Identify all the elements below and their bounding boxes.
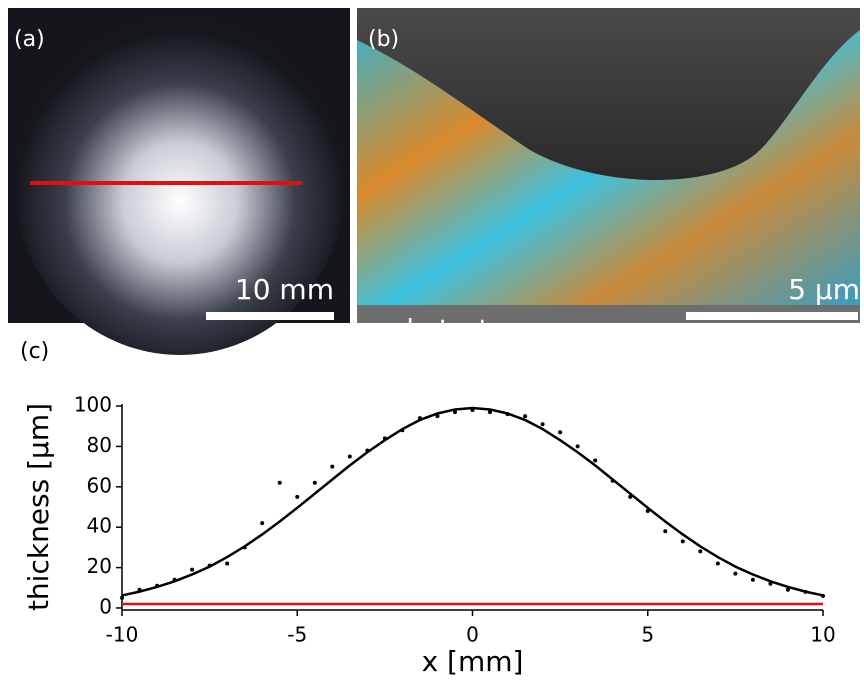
data-point [558, 430, 563, 435]
data-point [715, 561, 720, 566]
scale-text: 10 mm [235, 273, 334, 306]
data-point [260, 521, 265, 526]
data-point [172, 577, 177, 582]
y-tick-label: 20 [87, 554, 112, 578]
data-point [312, 480, 317, 485]
panel-label: (c) [20, 339, 49, 364]
scale-text: 5 µm [788, 273, 860, 306]
data-point [645, 509, 650, 514]
data-point [470, 408, 475, 413]
data-point [330, 464, 335, 469]
x-axis-label: x [mm] [422, 645, 524, 678]
data-point [137, 587, 142, 592]
y-tick-label: 40 [87, 514, 112, 538]
data-point [347, 454, 352, 459]
data-point [505, 412, 510, 417]
panel-label: (a) [14, 27, 45, 52]
data-point [523, 414, 528, 419]
data-point [593, 458, 598, 463]
x-tick-label: -5 [287, 623, 307, 647]
data-point [295, 494, 300, 499]
data-point [365, 448, 370, 453]
data-point [417, 416, 422, 421]
data-point [540, 422, 545, 427]
scale-bar [686, 312, 858, 320]
data-point [803, 589, 808, 594]
data-point [628, 494, 633, 499]
y-tick-label: 60 [87, 473, 112, 497]
y-tick-label: 80 [87, 433, 112, 457]
tip [357, 8, 860, 180]
data-point [452, 410, 457, 415]
data-point [698, 549, 703, 554]
data-point [733, 571, 738, 576]
data-point [242, 545, 247, 550]
data-point [277, 480, 282, 485]
data-point [225, 561, 230, 566]
y-tick-label: 0 [99, 594, 112, 618]
y-axis-label: thickness [µm] [22, 403, 55, 611]
x-tick-label: 5 [641, 623, 654, 647]
data-point [382, 436, 387, 441]
data-point [575, 444, 580, 449]
data-point [155, 583, 160, 588]
y-tick-label: 100 [74, 393, 112, 417]
line [121, 406, 824, 597]
data-point [190, 567, 195, 572]
data-point [207, 563, 212, 568]
panel-b: (b) 5 µm substrate [357, 8, 860, 346]
data-point [750, 577, 755, 582]
data-point [768, 581, 773, 586]
data-point [120, 595, 124, 600]
scale-bar [206, 312, 334, 320]
data-point [663, 529, 668, 534]
x-tick-label: 10 [810, 623, 835, 647]
data-point [400, 428, 405, 433]
data-point [821, 593, 825, 598]
panel-label: (b) [368, 27, 399, 52]
data-point [785, 587, 790, 592]
panel-a: (a) 10 mm [8, 8, 350, 355]
substrate-label: substrate [374, 313, 507, 346]
data-point [435, 414, 440, 419]
data-point [488, 410, 493, 415]
data-point [610, 478, 615, 483]
x-tick-label: -10 [106, 623, 139, 647]
x-tick-label: 0 [466, 623, 479, 647]
data-point [680, 539, 685, 544]
